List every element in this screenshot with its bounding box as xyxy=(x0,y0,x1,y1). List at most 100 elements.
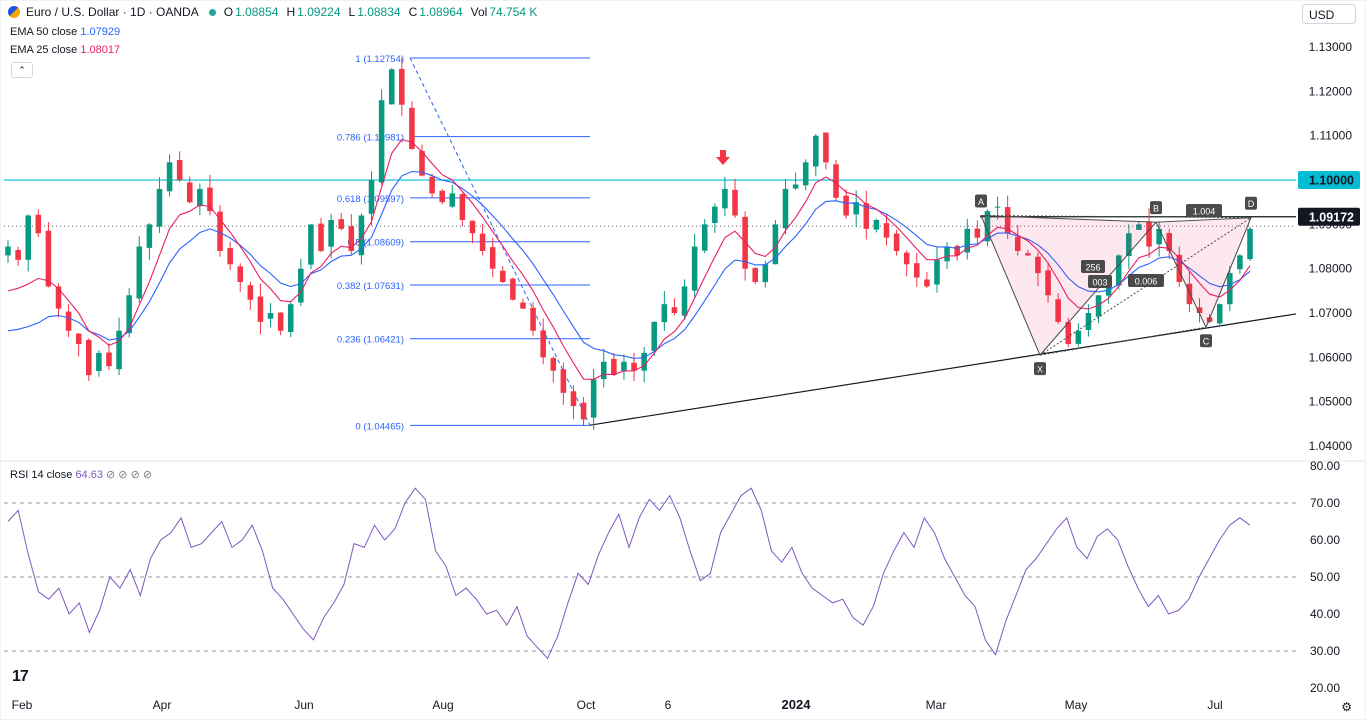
rsi-tick-label: 20.00 xyxy=(1310,681,1340,695)
candle-body xyxy=(5,246,11,256)
candle xyxy=(853,190,859,227)
settings-gear-icon[interactable]: ⚙ xyxy=(1341,700,1352,714)
candle xyxy=(489,237,496,278)
candle-body xyxy=(1216,304,1223,324)
candle xyxy=(671,298,678,316)
candle-body xyxy=(45,230,52,287)
candle xyxy=(338,212,344,231)
ema-lines xyxy=(7,138,1251,380)
candle xyxy=(1055,293,1061,324)
candle-body xyxy=(75,333,82,345)
candle xyxy=(217,205,223,257)
candle xyxy=(388,68,395,105)
candle xyxy=(186,176,193,204)
down-arrow-icon[interactable] xyxy=(716,150,730,165)
candle xyxy=(813,134,819,177)
candle-body xyxy=(934,259,940,285)
candle xyxy=(701,219,708,254)
open-value: 1.08854 xyxy=(235,5,279,19)
candle xyxy=(540,318,546,365)
candle-body xyxy=(1136,224,1142,230)
candle-body xyxy=(55,286,62,309)
candle-body xyxy=(166,162,173,192)
pattern-xab-triangle[interactable] xyxy=(980,214,1158,357)
pattern-bcd-triangle[interactable] xyxy=(1155,217,1252,329)
candle xyxy=(823,132,829,170)
candle-body xyxy=(833,164,839,198)
candle xyxy=(600,348,607,388)
candle-body xyxy=(823,132,829,163)
candle xyxy=(25,214,31,272)
time-axis[interactable]: Feb Apr Jun Aug Oct 6 2024 Mar May Jul xyxy=(12,697,1223,712)
candle xyxy=(75,332,82,357)
candle-body xyxy=(570,391,577,407)
candle-body xyxy=(399,68,405,105)
candle-body xyxy=(1025,253,1031,256)
candle xyxy=(1196,298,1203,323)
candle xyxy=(631,352,637,382)
candle-body xyxy=(489,247,496,269)
candle xyxy=(86,338,92,381)
candle xyxy=(166,154,173,197)
candle xyxy=(1176,246,1183,287)
candle-body xyxy=(903,252,910,265)
candle xyxy=(287,301,294,338)
candle-body xyxy=(873,219,880,230)
currency-select[interactable]: USD xyxy=(1302,4,1356,24)
rsi-tick-label: 60.00 xyxy=(1310,533,1340,547)
fib-level-label: 0.786 (1.10981) xyxy=(337,133,404,144)
pattern-point-c[interactable]: C xyxy=(1200,334,1212,348)
candle xyxy=(197,183,203,216)
candle-body xyxy=(287,304,294,333)
ascending-trendline[interactable] xyxy=(589,313,1297,426)
candle-body xyxy=(1055,299,1061,322)
candle-body xyxy=(409,107,415,150)
time-tick-label: 6 xyxy=(665,698,672,712)
candle xyxy=(500,265,506,284)
rsi-tick-label: 80.00 xyxy=(1310,459,1340,473)
pattern-ratio-box xyxy=(1186,204,1222,217)
candle-body xyxy=(449,193,456,207)
price-axis[interactable]: 1.130001.120001.110001.100001.090001.080… xyxy=(1298,40,1360,453)
time-tick-label: Aug xyxy=(432,698,453,712)
ema50-legend[interactable]: EMA 50 close 1.07929 xyxy=(10,26,120,38)
candle-body xyxy=(126,295,132,334)
candle xyxy=(944,242,950,269)
tradingview-logo-icon[interactable]: 17 xyxy=(12,668,29,685)
time-tick-label: Jun xyxy=(294,698,313,712)
currency-flag-icon xyxy=(8,6,20,18)
candle-body xyxy=(429,176,435,194)
fib-level-label: 0.5 (1.08609) xyxy=(347,238,404,249)
candle xyxy=(146,223,153,261)
candle-body xyxy=(479,233,486,251)
pattern-point-b[interactable]: B xyxy=(1150,201,1162,215)
candle-body xyxy=(1115,255,1122,286)
pattern-point-a[interactable]: A xyxy=(975,194,987,208)
candle xyxy=(419,144,425,177)
fib-retracement[interactable]: 1 (1.12754)0.786 (1.10981)0.618 (1.09597… xyxy=(337,54,591,432)
collapse-legend-button[interactable]: ⌃ xyxy=(11,62,33,78)
rsi-settings-icons[interactable]: ⊘ ⊘ ⊘ ⊘ xyxy=(106,469,153,481)
candle-body xyxy=(560,369,567,393)
candle-body xyxy=(621,361,627,371)
rsi-legend[interactable]: RSI 14 close 64.63 ⊘ ⊘ ⊘ ⊘ xyxy=(10,468,152,481)
rsi-tick-label: 40.00 xyxy=(1310,607,1340,621)
harmonic-pattern[interactable]: A X B C D 1.004 256 003 0.006 xyxy=(975,194,1257,376)
price-tag-resistance[interactable]: 1.09172 xyxy=(1298,207,1360,226)
drawings[interactable] xyxy=(4,150,1297,426)
price-tag-box xyxy=(1298,171,1360,190)
candle xyxy=(934,247,940,293)
pattern-point-d[interactable]: D xyxy=(1245,196,1257,210)
pattern-ratio-box xyxy=(1128,274,1164,287)
candle-body xyxy=(358,215,365,256)
pattern-point-box xyxy=(1150,201,1162,215)
pattern-point-x[interactable]: X xyxy=(1034,362,1046,376)
pattern-ratio-label: 1.004 xyxy=(1193,207,1216,217)
candle-body xyxy=(510,278,516,300)
candle xyxy=(156,177,163,233)
symbol-title[interactable]: Euro / U.S. Dollar · 1D · OANDA xyxy=(26,5,199,19)
price-tag-level[interactable]: 1.10000 xyxy=(1298,171,1360,190)
ema25-legend[interactable]: EMA 25 close 1.08017 xyxy=(10,44,120,56)
pattern-point-label: B xyxy=(1153,204,1159,214)
